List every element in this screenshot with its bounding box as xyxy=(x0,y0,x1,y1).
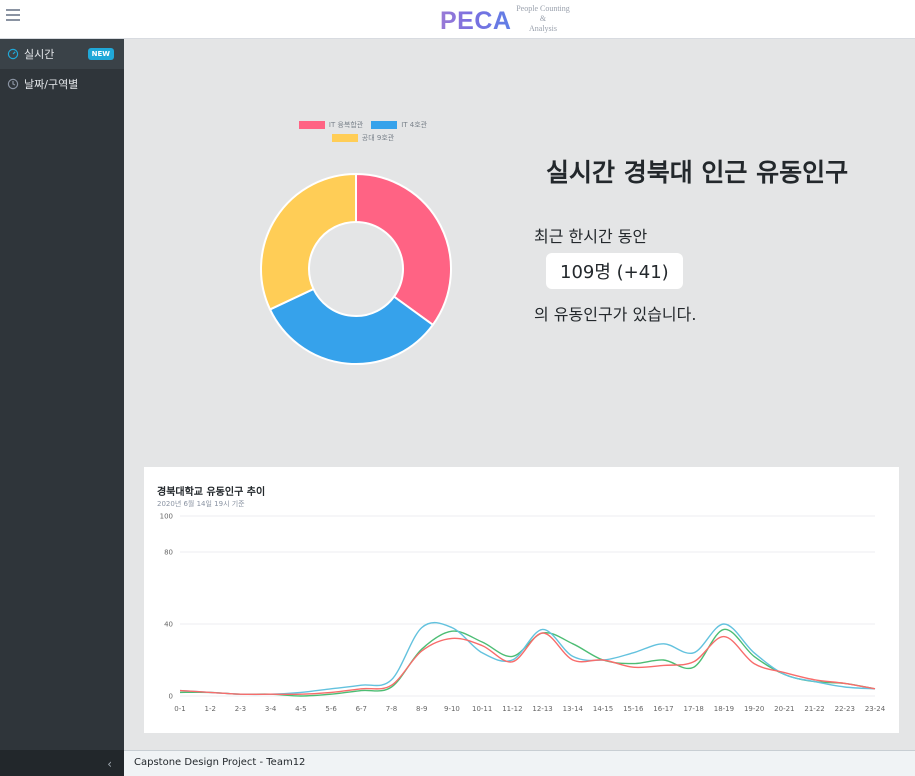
y-tick-label: 40 xyxy=(164,621,173,629)
sidebar-item-label: 실시간 xyxy=(24,48,55,61)
brand-subtitle-line: & xyxy=(539,14,547,23)
doughnut-slice[interactable] xyxy=(355,172,452,327)
x-tick-label: 17-18 xyxy=(684,705,704,713)
menu-toggle-icon[interactable] xyxy=(6,9,20,23)
x-tick-label: 21-22 xyxy=(804,705,824,713)
legend-label: 공대 9호관 xyxy=(361,133,395,142)
x-tick-label: 11-12 xyxy=(502,705,522,713)
doughnut-chart: IT 융복합관 IT 4호관 공대 9호관 xyxy=(250,113,476,423)
x-tick-label: 15-16 xyxy=(623,705,644,713)
app-footer: Capstone Design Project - Team12 xyxy=(124,750,915,776)
x-tick-label: 9-10 xyxy=(444,705,460,713)
sidebar-item-date-area[interactable]: 날짜/구역별 xyxy=(0,69,124,99)
legend-swatch xyxy=(331,133,358,142)
x-tick-label: 22-23 xyxy=(835,705,855,713)
legend-swatch xyxy=(298,120,325,129)
series-line xyxy=(179,632,876,696)
x-tick-label: 5-6 xyxy=(325,705,337,713)
series-line xyxy=(179,621,876,696)
footer-text: Capstone Design Project - Team12 xyxy=(134,757,306,768)
legend-item[interactable]: IT 4호관 xyxy=(371,120,427,130)
brand-subtitle-line: People Counting xyxy=(516,4,570,13)
sidebar-footer: ‹ xyxy=(0,750,124,776)
app-header: PECA People Counting & Analysis xyxy=(0,0,915,39)
x-tick-label: 19-20 xyxy=(744,705,764,713)
visitor-count-value: 109명 (+41) xyxy=(546,253,683,289)
brand-subtitle-line: Analysis xyxy=(529,24,557,33)
trend-card: 0 40 80 100 0-1 1-2 2-3 3-4 4-5 5-6 6-7 7-8 8-9 9-10 1… xyxy=(144,467,899,733)
x-tick-label: 4-5 xyxy=(295,705,306,713)
sidebar-collapse-button[interactable]: ‹ xyxy=(107,757,112,771)
x-tick-label: 14-15 xyxy=(593,705,613,713)
stat-caption: 의 유동인구가 있습니다. xyxy=(534,305,697,324)
doughnut-slice[interactable] xyxy=(268,287,435,365)
x-tick-label: 2-3 xyxy=(235,705,246,713)
speedometer-icon xyxy=(7,48,19,60)
chart-subtitle: 2020년 6월 14일 19시 기준 xyxy=(157,500,245,508)
legend-item[interactable]: 공대 9호관 xyxy=(331,133,395,143)
doughnut-svg xyxy=(260,172,452,365)
clock-icon xyxy=(7,78,19,90)
x-tick-label: 18-19 xyxy=(714,705,734,713)
x-tick-label: 3-4 xyxy=(265,705,277,713)
legend-item[interactable]: IT 융복합관 xyxy=(298,120,364,130)
main-content: IT 융복합관 IT 4호관 공대 9호관 실시간 경북대 인근 유동인구 최근… xyxy=(124,39,915,750)
x-tick-label: 7-8 xyxy=(386,705,397,713)
y-tick-label: 0 xyxy=(169,693,173,701)
sidebar: 실시간 NEW 날짜/구역별 ‹ xyxy=(0,39,124,776)
doughnut-slice[interactable] xyxy=(260,172,357,311)
page-title: 실시간 경북대 인근 유동인구 xyxy=(546,158,849,187)
sidebar-item-realtime[interactable]: 실시간 NEW xyxy=(0,39,124,69)
x-tick-label: 1-2 xyxy=(204,705,215,713)
legend-label: IT 융복합관 xyxy=(328,120,364,129)
x-tick-label: 10-11 xyxy=(472,705,492,713)
x-tick-label: 13-14 xyxy=(563,705,584,713)
new-badge: NEW xyxy=(87,48,114,60)
series-line xyxy=(179,628,876,697)
x-tick-label: 6-7 xyxy=(356,705,367,713)
brand-logo: PECA xyxy=(440,7,512,35)
x-tick-label: 0-1 xyxy=(174,705,185,713)
legend-swatch xyxy=(371,120,398,129)
y-tick-label: 100 xyxy=(160,513,173,521)
stat-caption: 최근 한시간 동안 xyxy=(534,227,648,246)
legend-label: IT 4호관 xyxy=(401,120,428,129)
chart-legend: IT 융복합관 IT 4호관 공대 9호관 xyxy=(250,118,476,144)
y-tick-label: 80 xyxy=(164,549,173,557)
sidebar-item-label: 날짜/구역별 xyxy=(24,78,79,91)
x-tick-label: 23-24 xyxy=(865,705,886,713)
line-chart: 0 40 80 100 0-1 1-2 2-3 3-4 4-5 5-6 6-7 7-8 8-9 9-10 1… xyxy=(160,513,886,714)
x-tick-label: 16-17 xyxy=(653,705,673,713)
x-tick-label: 12-13 xyxy=(532,705,552,713)
x-tick-label: 20-21 xyxy=(774,705,794,713)
brand-subtitle: People Counting & Analysis xyxy=(512,4,574,34)
chart-title: 경북대학교 유동인구 추이 xyxy=(157,487,266,498)
x-tick-label: 8-9 xyxy=(416,705,427,713)
